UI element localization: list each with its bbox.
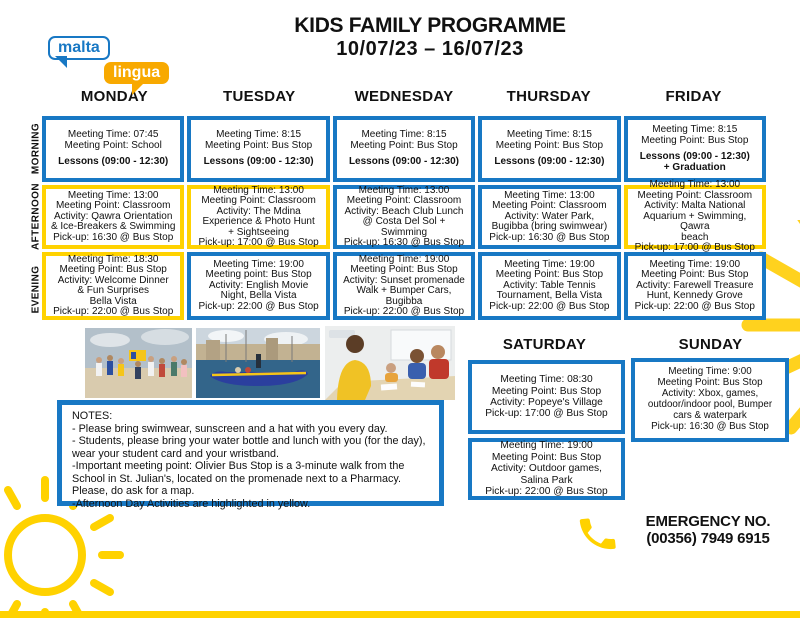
classroom-photo xyxy=(325,326,455,400)
logo-lingua-bubble: lingua xyxy=(104,62,170,95)
day-header-friday: FRIDAY xyxy=(665,88,722,105)
weekday-headers: MONDAY TUESDAY WEDNESDAY THURSDAY FRIDAY xyxy=(42,88,766,105)
row-label-afternoon: AFTERNOON xyxy=(30,183,42,250)
cell-friday-morning: Meeting Time: 8:15 Meeting Point: Bus Sto… xyxy=(623,116,766,182)
cell-wednesday-morning: Meeting Time: 8:15 Meeting Point: Bus Sto… xyxy=(332,116,476,182)
cell-sunday: Meeting Time: 9:00 Meeting Point: Bus Sto… xyxy=(631,358,789,442)
harbour-boats-photo xyxy=(196,328,320,398)
emergency-number: (00356) 7949 6915 xyxy=(646,529,770,547)
title-date-range: 10/07/23 – 16/07/23 xyxy=(336,38,524,60)
page-title: KIDS FAMILY PROGRAMME 10/07/23 – 16/07/2… xyxy=(280,14,580,61)
cell-tuesday-morning: Meeting Time: 8:15 Meeting Point: Bus Sto… xyxy=(187,116,330,182)
notes-lines: - Please bring swimwear, sunscreen and a… xyxy=(72,422,426,510)
cell-monday-evening: Meeting Time: 18:30 Meeting Point: Bus St… xyxy=(42,252,185,320)
cell-friday-afternoon: Meeting Time: 13:00 Meeting Point: Classr… xyxy=(623,180,766,253)
weekday-schedule-grid: Meeting Time: 07:45 Meeting Point: School… xyxy=(42,116,766,320)
maltalingua-logo: malta lingua xyxy=(48,36,188,96)
day-header-saturday: SATURDAY xyxy=(502,336,587,353)
day-header-tuesday: TUESDAY xyxy=(222,88,296,105)
emergency-contact: EMERGENCY NO. (00356) 7949 6915 xyxy=(576,508,791,564)
day-header-thursday: THURSDAY xyxy=(506,88,591,105)
cell-thursday-afternoon: Meeting Time: 13:00 Meeting Point: Classr… xyxy=(478,185,621,249)
notes-heading: NOTES: xyxy=(72,410,113,422)
day-header-sunday: SUNDAY xyxy=(678,336,743,353)
cell-tuesday-afternoon: Meeting Time: 13:00 Meeting Point: Classr… xyxy=(187,185,330,249)
cell-wednesday-afternoon: Meeting Time: 13:00 Meeting Point: Classr… xyxy=(332,185,476,249)
cell-friday-evening: Meeting Time: 19:00 Meeting Point: Bus St… xyxy=(623,252,766,320)
cell-monday-afternoon: Meeting Time: 13:00 Meeting Point: Classr… xyxy=(42,185,185,249)
emergency-label: EMERGENCY NO. xyxy=(645,513,771,530)
bottom-yellow-bar xyxy=(0,611,800,618)
phone-icon xyxy=(574,510,623,563)
notes-box: NOTES: - Please bring swimwear, sunscree… xyxy=(57,400,444,510)
cell-monday-morning: Meeting Time: 07:45 Meeting Point: School… xyxy=(42,116,185,182)
title-line1: KIDS FAMILY PROGRAMME xyxy=(294,14,566,37)
logo-malta-bubble: malta xyxy=(48,36,110,68)
cell-thursday-morning: Meeting Time: 8:15 Meeting Point: Bus Sto… xyxy=(478,116,621,182)
beach-group-photo xyxy=(85,328,192,398)
cell-wednesday-evening: Meeting Time: 19:00 Meeting Point: Bus St… xyxy=(332,252,476,320)
cell-thursday-evening: Meeting Time: 19:00 Meeting Point: Bus St… xyxy=(478,252,621,320)
day-header-monday: MONDAY xyxy=(80,88,148,105)
cell-saturday-day: Meeting Time: 08:30 Meeting Point: Bus St… xyxy=(468,360,625,434)
row-label-evening: EVENING xyxy=(30,265,42,314)
day-header-wednesday: WEDNESDAY xyxy=(354,88,454,105)
cell-tuesday-evening: Meeting Time: 19:00 Meeting point: Bus St… xyxy=(187,252,330,320)
cell-saturday-evening: Meeting Time: 19:00 Meeting Point: Bus St… xyxy=(468,438,625,500)
